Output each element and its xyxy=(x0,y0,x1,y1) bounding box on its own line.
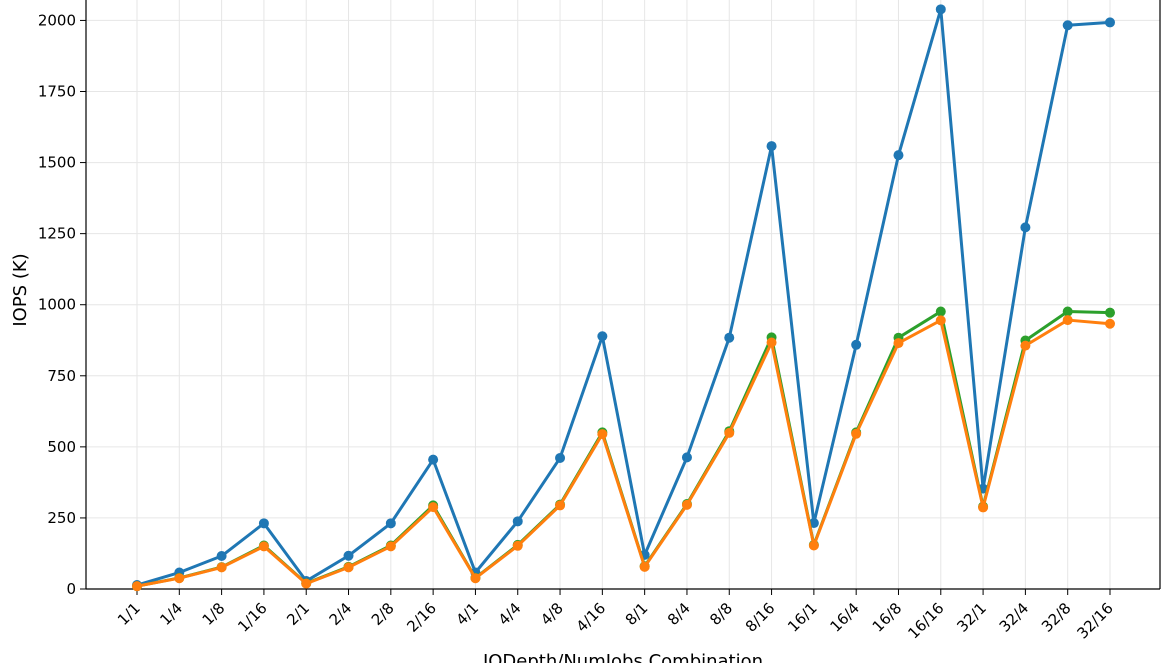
x-tick-label: 4/8 xyxy=(537,599,567,629)
data-point xyxy=(935,315,946,326)
data-point xyxy=(555,452,566,463)
data-point xyxy=(258,541,269,552)
x-tick-label: 16/4 xyxy=(826,599,863,636)
data-point xyxy=(935,4,946,15)
data-point xyxy=(1020,340,1031,351)
data-point xyxy=(216,551,227,562)
y-tick-label: 1000 xyxy=(38,296,76,314)
x-tick-label: 4/1 xyxy=(452,599,482,629)
y-tick-label: 1750 xyxy=(38,83,76,101)
x-tick-label: 2/1 xyxy=(283,599,313,629)
data-point xyxy=(978,502,989,513)
data-point xyxy=(385,541,396,552)
x-tick-label: 2/4 xyxy=(326,599,356,629)
data-point xyxy=(512,516,523,527)
series-line xyxy=(136,7,1111,587)
data-point xyxy=(343,562,354,573)
data-point xyxy=(174,573,185,584)
data-point xyxy=(681,452,692,463)
x-tick-label: 32/16 xyxy=(1074,599,1117,642)
data-point xyxy=(1105,17,1115,28)
x-tick-label: 4/4 xyxy=(495,599,525,629)
data-point xyxy=(301,578,312,589)
y-tick-label: 250 xyxy=(47,509,76,527)
data-point xyxy=(1105,318,1115,329)
data-point xyxy=(385,518,396,529)
x-tick-label: 16/8 xyxy=(869,599,906,636)
data-point xyxy=(639,561,650,572)
x-tick-label: 32/8 xyxy=(1038,599,1075,636)
data-point xyxy=(893,150,904,161)
data-point xyxy=(216,562,227,573)
x-tick-label: 1/16 xyxy=(234,599,271,636)
y-axis-title: IOPS (K) xyxy=(10,253,31,326)
x-tick-label: 8/8 xyxy=(706,599,736,629)
x-tick-label: 32/4 xyxy=(996,599,1033,636)
x-tick-label: 4/16 xyxy=(573,599,610,636)
data-point xyxy=(428,454,439,465)
x-tick-label: 2/8 xyxy=(368,599,398,629)
data-point xyxy=(766,337,777,348)
series-2 xyxy=(132,315,1115,592)
x-tick-label: 2/16 xyxy=(403,599,440,636)
data-point xyxy=(724,332,735,343)
data-point xyxy=(512,540,523,551)
data-point xyxy=(935,306,946,317)
data-point xyxy=(808,540,819,551)
data-point xyxy=(470,573,481,584)
data-point xyxy=(258,518,269,529)
data-point xyxy=(597,331,608,342)
y-tick-label: 750 xyxy=(47,367,76,385)
y-tick-label: 0 xyxy=(66,580,76,598)
data-point xyxy=(1020,222,1031,233)
data-point xyxy=(766,141,777,152)
x-tick-label: 32/1 xyxy=(953,599,990,636)
x-tick-label: 16/1 xyxy=(784,599,821,636)
x-tick-label: 1/1 xyxy=(114,599,144,629)
x-tick-label: 8/16 xyxy=(742,599,779,636)
series-group xyxy=(132,4,1115,592)
data-point xyxy=(851,428,862,439)
y-tick-label: 1250 xyxy=(38,225,76,243)
data-point xyxy=(132,581,142,592)
x-tick-label: 8/4 xyxy=(664,599,694,629)
data-point xyxy=(1062,20,1073,31)
x-tick-label: 8/1 xyxy=(622,599,652,629)
data-point xyxy=(597,429,608,440)
data-point xyxy=(1062,306,1073,317)
data-point xyxy=(555,500,566,511)
x-tick-label: 1/4 xyxy=(156,599,186,629)
y-tick-label: 500 xyxy=(47,438,76,456)
data-point xyxy=(893,338,904,349)
y-tick-label: 2000 xyxy=(38,11,76,29)
data-point xyxy=(1105,307,1115,318)
x-tick-label: 16/16 xyxy=(904,599,947,642)
x-axis-title: IODepth/NumJobs Combination xyxy=(483,651,763,663)
data-point xyxy=(343,550,354,561)
data-point xyxy=(851,339,862,350)
data-point xyxy=(681,499,692,510)
y-tick-label: 1500 xyxy=(38,154,76,172)
data-point xyxy=(428,502,439,513)
axes xyxy=(80,0,1161,595)
data-point xyxy=(724,427,735,438)
data-point xyxy=(1062,315,1073,326)
x-tick-label: 1/8 xyxy=(199,599,229,629)
series-line xyxy=(136,318,1111,588)
